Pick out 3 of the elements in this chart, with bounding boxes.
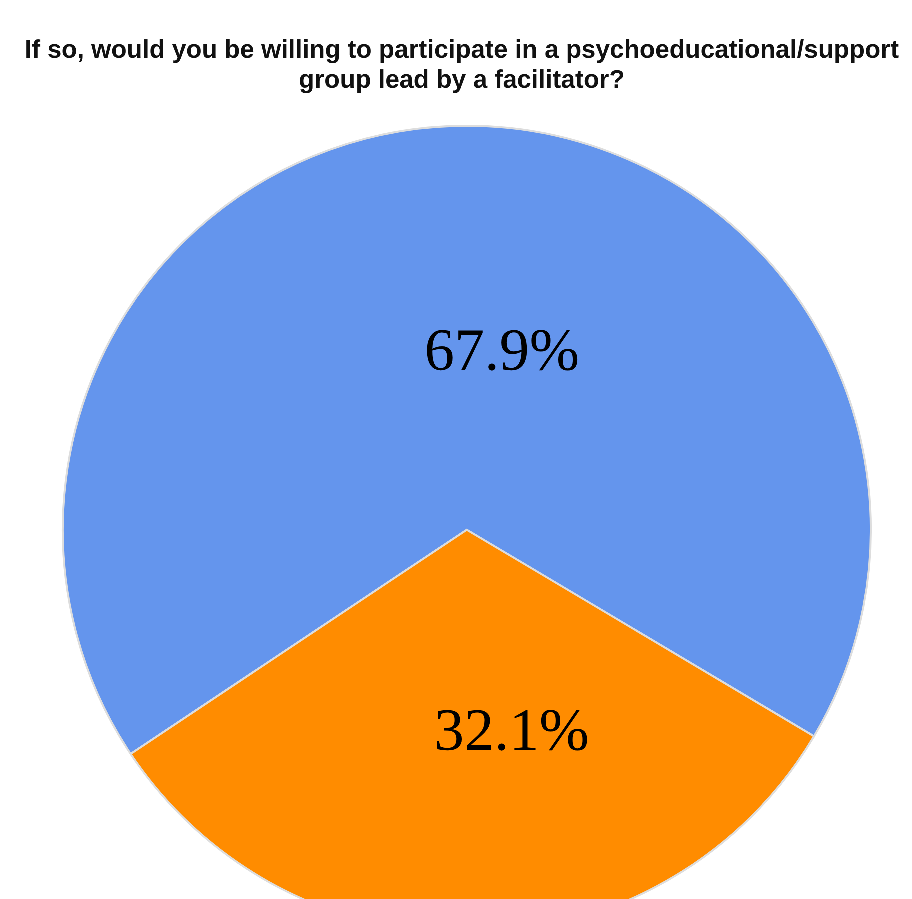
- chart-title: If so, would you be willing to participate in a psychoeducational/support group lead by a facilitator?: [24, 35, 900, 95]
- data-label: 32.1%: [434, 696, 590, 763]
- data-label: 67.9%: [424, 317, 580, 384]
